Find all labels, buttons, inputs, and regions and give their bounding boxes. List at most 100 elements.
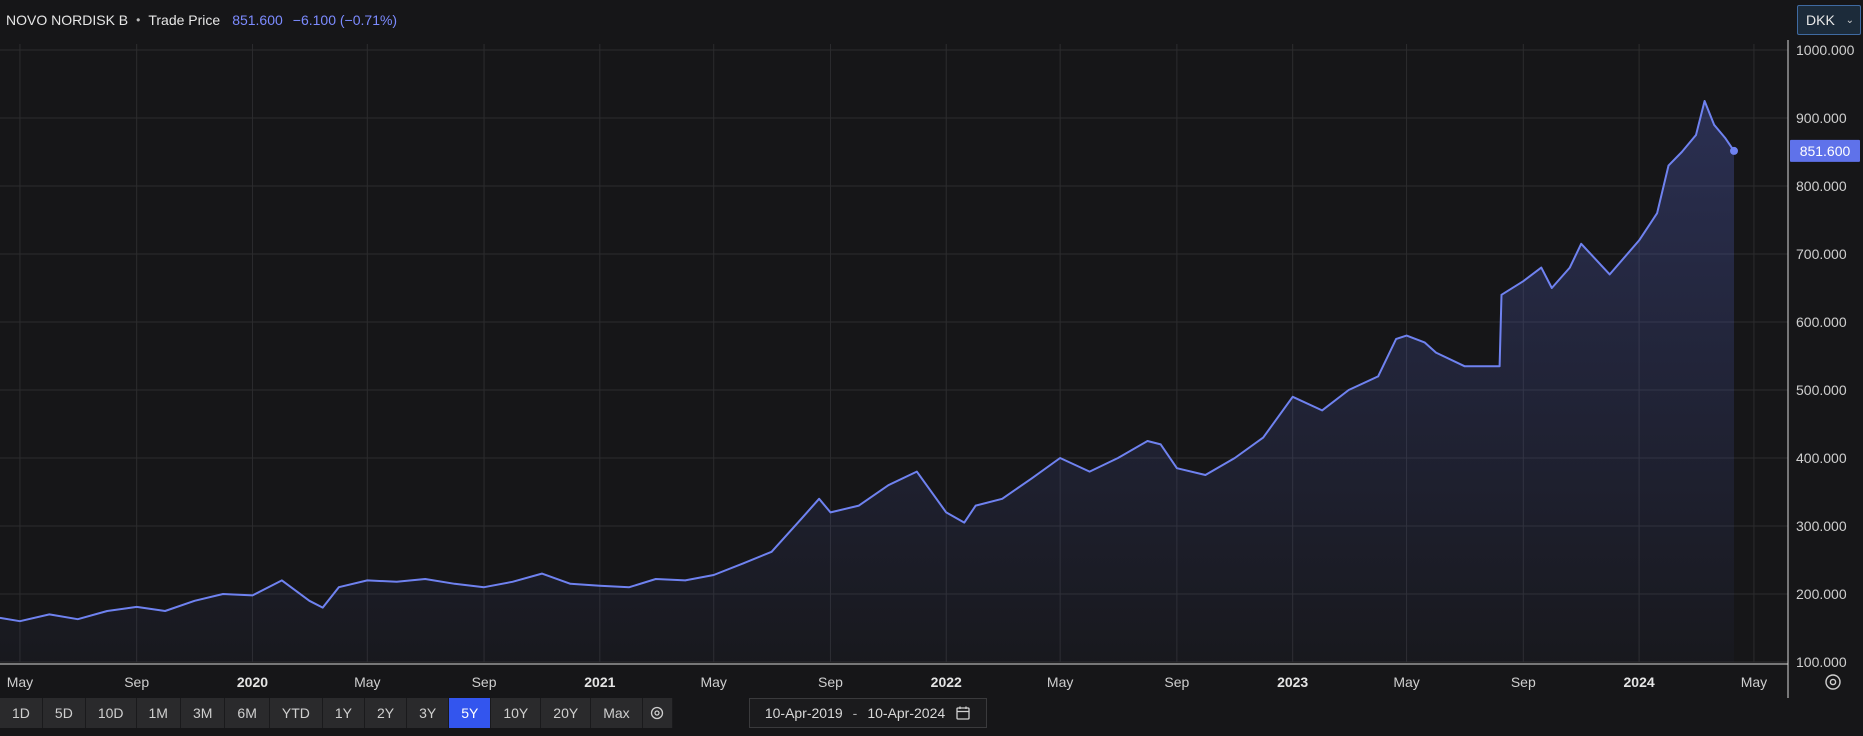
currency-select[interactable]: DKK ⌄ [1797, 5, 1861, 35]
price-point [1580, 243, 1582, 245]
price-point [1713, 124, 1715, 126]
price-point [1059, 457, 1061, 459]
header-separator: • [136, 13, 141, 27]
price-point [1667, 164, 1670, 167]
x-tick-label: Sep [124, 674, 149, 690]
x-tick-label: May [7, 674, 33, 690]
date-range-picker[interactable]: 10-Apr-2019 - 10-Apr-2024 [749, 698, 987, 728]
range-button-5y[interactable]: 5Y [449, 698, 492, 728]
y-tick-label: 400.000 [1796, 450, 1847, 466]
range-settings-gear-icon[interactable] [642, 698, 673, 728]
price-point [1291, 396, 1294, 398]
range-button-1d[interactable]: 1D [0, 698, 43, 728]
price-point [1695, 134, 1697, 136]
price-point [1204, 474, 1207, 476]
price-point [963, 521, 966, 524]
price-point [1550, 287, 1553, 289]
price-point [1159, 443, 1162, 446]
price-point [77, 618, 79, 620]
price-point [1435, 351, 1437, 354]
price-chart[interactable]: 1000.000 900.000 800.000 700.000 600.000 500.… [0, 0, 1863, 698]
range-button-max[interactable]: Max [591, 698, 643, 728]
price-type: Trade Price [148, 12, 221, 28]
price-point [1656, 212, 1658, 214]
price-point [281, 579, 283, 582]
price-point [483, 586, 485, 588]
x-tick-label: May [700, 674, 726, 690]
date-to: 10-Apr-2024 [867, 705, 946, 721]
price-point [770, 551, 773, 553]
price-point [1176, 467, 1178, 470]
y-tick-label: 900.000 [1796, 110, 1847, 126]
price-point [251, 594, 254, 597]
date-range-separator: - [852, 705, 858, 721]
x-tick-label: Sep [1164, 674, 1189, 690]
price-point [974, 504, 977, 507]
price-point [1608, 273, 1611, 276]
price-point [818, 498, 820, 500]
range-button-6m[interactable]: 6M [225, 698, 270, 728]
price-point [742, 562, 744, 565]
range-button-bar: 1D 5D 10D 1M 3M 6M YTD 1Y 2Y 3Y 5Y 10Y 20Y Max [0, 698, 673, 728]
price-point [511, 580, 514, 583]
price-point [338, 586, 340, 588]
current-price-label: 851.600 [1800, 143, 1851, 159]
y-tick-label: 500.000 [1796, 382, 1847, 398]
price-point [1117, 457, 1119, 459]
price-point [222, 593, 224, 595]
price-point [1405, 334, 1408, 337]
price-point [858, 504, 860, 507]
price-point [1088, 470, 1091, 473]
y-tick-label: 800.000 [1796, 178, 1847, 194]
price-point [1569, 266, 1571, 269]
current-price-tag [1790, 139, 1860, 162]
price-point [164, 610, 166, 612]
price-point [887, 484, 890, 487]
x-tick-label: 2020 [237, 674, 268, 690]
x-tick-label: May [1393, 674, 1419, 690]
x-tick-label: 2021 [584, 674, 615, 690]
price-point [1233, 457, 1236, 459]
y-tick-label: 1000.000 [1796, 42, 1855, 58]
price-area-fill [0, 101, 1734, 662]
price-point [599, 585, 601, 587]
range-button-ytd[interactable]: YTD [269, 698, 323, 728]
instrument-name: NOVO NORDISK B [6, 12, 129, 28]
last-price: 851.600 [232, 12, 283, 28]
range-button-1m[interactable]: 1M [136, 698, 181, 728]
calendar-icon [955, 705, 971, 721]
y-tick-label: 200.000 [1796, 586, 1847, 602]
range-button-10d[interactable]: 10D [85, 698, 137, 728]
price-point [366, 579, 369, 582]
price-point [19, 620, 21, 622]
range-button-20y[interactable]: 20Y [541, 698, 592, 728]
price-point [106, 610, 109, 612]
y-tick-label: 300.000 [1796, 518, 1847, 534]
price-point [1463, 365, 1466, 368]
price-change: −6.100 (−0.71%) [292, 12, 398, 28]
price-point [1377, 375, 1379, 378]
range-button-3m[interactable]: 3M [180, 698, 226, 728]
x-tick-label: Sep [472, 674, 497, 690]
price-point [395, 580, 398, 583]
price-point [321, 606, 324, 609]
price-point [1321, 409, 1323, 412]
price-point [800, 518, 802, 520]
range-button-3y[interactable]: 3Y [407, 698, 450, 728]
range-button-5d[interactable]: 5D [42, 698, 86, 728]
range-button-2y[interactable]: 2Y [364, 698, 408, 728]
price-point [684, 579, 687, 582]
price-point [308, 600, 311, 602]
chart-settings-icon[interactable] [1823, 672, 1843, 692]
price-point [0, 617, 1, 619]
price-point [1030, 477, 1033, 480]
price-point [1423, 341, 1426, 344]
chevron-down-icon: ⌄ [1845, 14, 1854, 26]
range-button-10y[interactable]: 10Y [491, 698, 542, 728]
price-point [1724, 137, 1727, 140]
range-button-1y[interactable]: 1Y [322, 698, 365, 728]
price-point [1262, 436, 1265, 439]
price-point [655, 578, 657, 580]
price-point [1638, 239, 1640, 242]
price-point [193, 600, 196, 602]
